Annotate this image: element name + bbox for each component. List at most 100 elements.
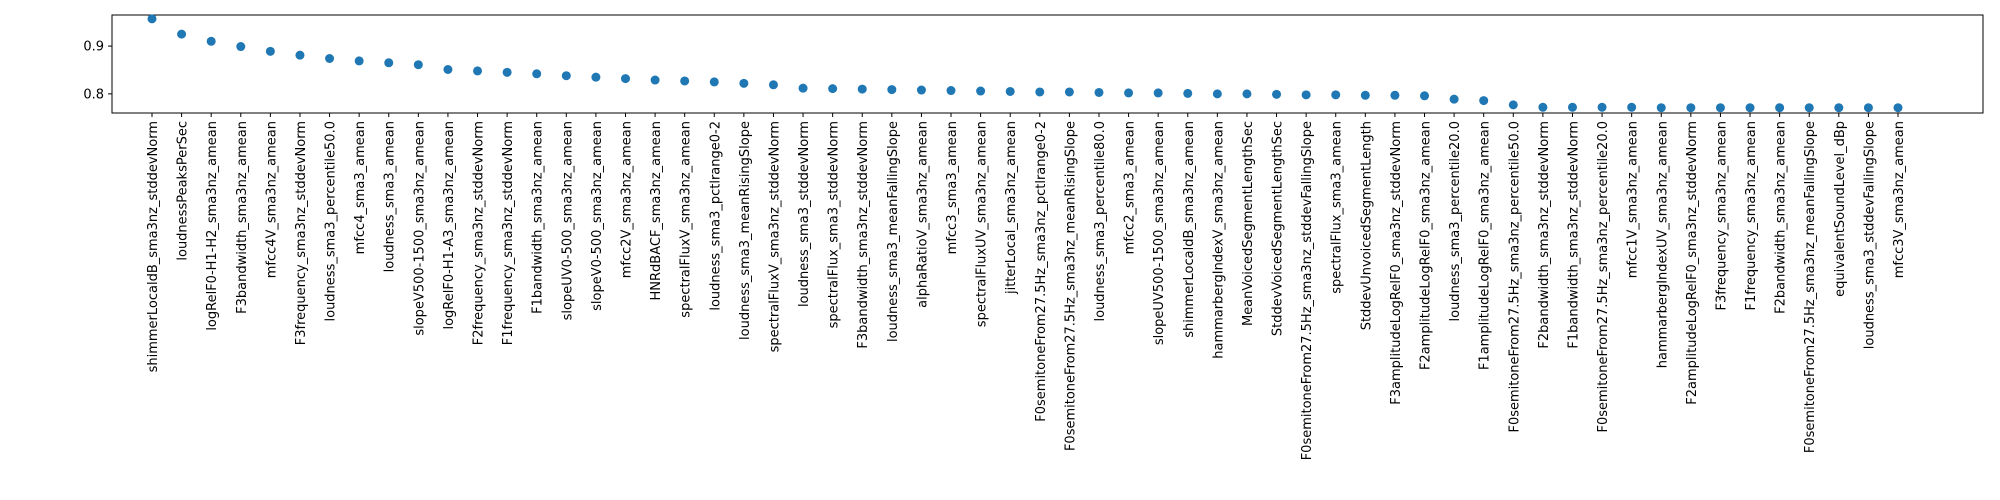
y-axis: 0.8 0.9 — [83, 40, 112, 102]
data-point — [680, 76, 690, 86]
x-tick-label: loudness_sma3_percentile20.0 — [1448, 121, 1463, 321]
data-point — [1715, 103, 1725, 113]
data-point — [1420, 91, 1430, 101]
x-tick-label: F1frequency_sma3nz_amean — [1744, 121, 1759, 311]
data-point — [946, 86, 956, 96]
data-point — [1804, 103, 1814, 113]
x-tick-label: StddevUnvoicedSegmentLength — [1359, 121, 1374, 330]
data-point — [1212, 89, 1222, 99]
data-point — [265, 46, 275, 56]
x-tick-label: equivalentSoundLevel_dBp — [1833, 121, 1848, 297]
x-tick-label: shimmerLocaldB_sma3nz_amean — [1182, 121, 1197, 338]
x-tick-label: spectralFluxV_sma3nz_stddevNorm — [767, 121, 782, 352]
x-tick-label: F1bandwidth_sma3nz_stddevNorm — [1566, 121, 1581, 349]
data-point — [561, 71, 571, 81]
x-tick-label: alphaRatioV_sma3nz_amean — [915, 121, 930, 308]
data-point — [857, 84, 867, 94]
x-tick-label: F3frequency_sma3nz_amean — [1714, 121, 1729, 311]
x-tick-label: F2amplitudeLogRelF0_sma3nz_amean — [1419, 121, 1434, 370]
x-tick-label: mfcc4_sma3_amean — [353, 121, 368, 254]
data-point — [1863, 103, 1873, 113]
x-tick-label: loudness_sma3_percentile50.0 — [324, 121, 339, 321]
data-point — [206, 36, 216, 46]
data-point — [976, 86, 986, 96]
data-point — [473, 66, 483, 76]
x-axis: shimmerLocaldB_sma3nz_stddevNorm loudness… — [146, 113, 1907, 460]
x-tick-label: jitterLocal_sma3nz_amean — [1004, 121, 1019, 295]
data-point — [1479, 96, 1489, 106]
x-tick-label: shimmerLocaldB_sma3nz_stddevNorm — [146, 121, 161, 372]
data-point — [354, 56, 364, 66]
x-tick-label: F0semitoneFrom27.5Hz_sma3nz_meanRisingSl… — [1063, 121, 1078, 451]
data-point — [1775, 103, 1785, 113]
x-tick-label: slopeUV500-1500_sma3nz_amean — [1152, 121, 1167, 345]
data-point — [916, 85, 926, 95]
x-tick-label: spectralFluxUV_sma3nz_amean — [975, 121, 990, 327]
data-point — [1064, 87, 1074, 97]
data-point — [443, 64, 453, 74]
data-point — [236, 42, 246, 52]
data-point — [1124, 88, 1134, 98]
data-point — [177, 29, 187, 39]
x-tick-label: F3bandwidth_sma3nz_amean — [235, 121, 250, 314]
x-tick-label: StddevVoicedSegmentLengthSec — [1271, 121, 1286, 336]
y-tick-label: 0.8 — [83, 87, 104, 102]
x-tick-label: F3frequency_sma3nz_stddevNorm — [294, 121, 309, 345]
data-point — [798, 83, 808, 93]
x-tick-label: mfcc3V_sma3nz_amean — [1892, 121, 1907, 278]
y-tick-label: 0.9 — [83, 40, 104, 55]
data-point — [1242, 89, 1252, 99]
x-tick-label: F2bandwidth_sma3nz_stddevNorm — [1537, 121, 1552, 349]
data-point — [887, 85, 897, 95]
data-point — [384, 58, 394, 68]
x-tick-label: F3bandwidth_sma3nz_stddevNorm — [856, 121, 871, 349]
data-point — [620, 74, 630, 84]
data-point — [1834, 103, 1844, 113]
x-tick-label: spectralFlux_sma3_amean — [1330, 121, 1345, 294]
data-point — [1005, 86, 1015, 96]
data-point — [325, 54, 335, 64]
x-tick-label: mfcc4V_sma3nz_amean — [264, 121, 279, 278]
data-point — [147, 14, 157, 24]
x-tick-label: F1bandwidth_sma3nz_amean — [531, 121, 546, 314]
data-points — [147, 14, 1903, 113]
x-tick-label: mfcc2V_sma3nz_amean — [619, 121, 634, 278]
x-tick-label: mfcc1V_sma3nz_amean — [1626, 121, 1641, 278]
data-point — [1301, 90, 1311, 100]
data-point — [1745, 103, 1755, 113]
x-tick-label: F3amplitudeLogRelF0_sma3nz_stddevNorm — [1389, 121, 1404, 405]
x-tick-label: slopeUV0-500_sma3nz_amean — [560, 121, 575, 320]
x-tick-label: loudness_sma3_stddevFallingSlope — [1862, 121, 1877, 349]
x-tick-label: logRelF0-H1-A3_sma3nz_amean — [442, 121, 457, 330]
x-tick-label: F2amplitudeLogRelF0_sma3nz_stddevNorm — [1685, 121, 1700, 405]
data-point — [1331, 90, 1341, 100]
data-point — [1567, 102, 1577, 112]
data-point — [591, 72, 601, 82]
data-point — [1449, 94, 1459, 104]
x-tick-label: spectralFlux_sma3_stddevNorm — [827, 121, 842, 328]
data-point — [1094, 87, 1104, 97]
x-tick-label: F1amplitudeLogRelF0_sma3nz_amean — [1478, 121, 1493, 370]
data-point — [739, 78, 749, 88]
x-tick-label: slopeV500-1500_sma3nz_amean — [412, 121, 427, 336]
x-tick-label: mfcc3_sma3_amean — [945, 121, 960, 254]
x-tick-label: hammarbergIndexV_sma3nz_amean — [1211, 121, 1226, 359]
data-point — [1686, 103, 1696, 113]
data-point — [768, 80, 778, 90]
x-tick-label: F0semitoneFrom27.5Hz_sma3nz_meanFallingS… — [1803, 121, 1818, 453]
data-point — [295, 50, 305, 60]
x-tick-label: loudness_sma3_meanRisingSlope — [738, 121, 753, 340]
x-tick-label: loudness_sma3_meanFallingSlope — [886, 121, 901, 342]
plot-area — [111, 14, 1984, 114]
data-point — [828, 84, 838, 94]
x-tick-label: F0semitoneFrom27.5Hz_sma3nz_pctlrange0-2 — [1034, 121, 1049, 422]
x-tick-label: F0semitoneFrom27.5Hz_sma3nz_percentile50… — [1507, 121, 1522, 433]
data-point — [502, 67, 512, 77]
x-tick-label: F1frequency_sma3nz_stddevNorm — [501, 121, 516, 345]
x-tick-label: MeanVoicedSegmentLengthSec — [1241, 121, 1256, 326]
x-tick-label: hammarbergIndexUV_sma3nz_amean — [1655, 121, 1670, 368]
x-tick-label: F0semitoneFrom27.5Hz_sma3nz_percentile20… — [1596, 121, 1611, 433]
data-point — [1035, 87, 1045, 97]
x-tick-label: loudness_sma3_amean — [383, 121, 398, 272]
